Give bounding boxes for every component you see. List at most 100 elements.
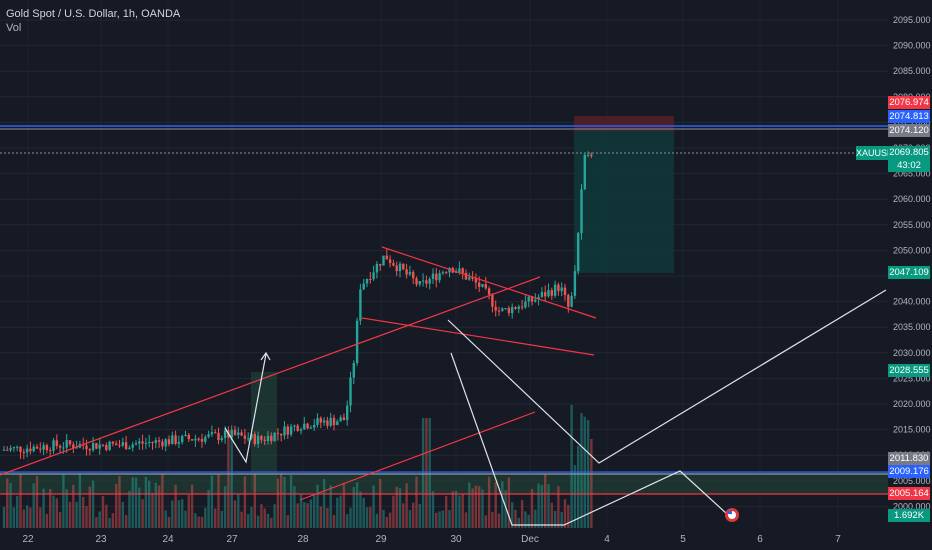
y-tick-label: 2020.000 <box>893 399 931 409</box>
volume-bar <box>286 515 289 528</box>
volume-bar <box>458 495 461 528</box>
candle-body <box>65 440 68 448</box>
green-level-tag: 2028.555 <box>888 364 930 377</box>
wedge-top <box>381 246 597 319</box>
y-tick-label: 2095.000 <box>893 15 931 25</box>
volume-bar <box>491 511 494 528</box>
volume-bar <box>438 511 441 528</box>
candle-body <box>402 263 405 270</box>
volume-bar <box>372 485 375 528</box>
volume-tag: 1.692K <box>888 509 930 522</box>
volume-bar <box>19 474 22 528</box>
volume-bar <box>273 504 276 528</box>
volume-bar <box>375 513 379 528</box>
candle-body <box>95 443 98 449</box>
volume-bar <box>431 491 435 528</box>
candle-body <box>16 446 19 448</box>
volume-bar <box>487 476 491 528</box>
volume-bar <box>309 499 313 528</box>
candle-body <box>530 296 534 302</box>
volume-bar <box>85 506 88 528</box>
candle-body <box>293 425 296 427</box>
candle-body <box>359 289 362 321</box>
candle-body <box>484 284 487 289</box>
candle-body <box>49 450 52 452</box>
volume-bar <box>428 418 431 528</box>
candle-body <box>128 447 131 450</box>
candle-body <box>98 444 101 449</box>
volume-bar <box>98 511 101 528</box>
candle-body <box>154 440 157 443</box>
candle-body <box>164 439 167 447</box>
candle-body <box>124 442 128 450</box>
volume-bar <box>415 476 418 528</box>
candle-body <box>250 434 253 439</box>
candle-body <box>161 441 164 447</box>
candle-body <box>431 273 435 279</box>
x-tick-label: 7 <box>835 534 841 545</box>
candle-body <box>547 290 550 297</box>
candle-body <box>372 272 375 280</box>
volume-label: Vol <box>6 22 22 34</box>
volume-bar <box>514 509 517 528</box>
volume-bar <box>88 486 91 528</box>
candle-body <box>464 272 468 280</box>
volume-bar <box>293 486 296 528</box>
candle-body <box>19 446 22 452</box>
volume-bar <box>167 517 171 528</box>
y-tick-label: 2035.000 <box>893 322 931 332</box>
volume-bar <box>49 488 52 528</box>
candle-body <box>190 439 194 441</box>
volume-bar <box>520 499 524 528</box>
volume-bar <box>481 489 484 528</box>
volume-bar <box>250 507 253 528</box>
candle-body <box>32 446 35 452</box>
candle-body <box>134 443 138 445</box>
volume-bar <box>537 483 540 528</box>
volume-bar <box>260 504 263 528</box>
candle-body <box>52 440 55 451</box>
volume-bar <box>468 482 471 528</box>
candle-body <box>471 277 474 279</box>
candle-body <box>487 288 491 295</box>
candle-body <box>138 441 141 444</box>
volume-bar <box>256 515 260 528</box>
volume-bar <box>164 510 167 528</box>
volume-bar <box>55 498 58 528</box>
candle-body <box>511 307 514 314</box>
projection-path <box>447 289 887 464</box>
candle-body <box>481 284 484 287</box>
candle-body <box>237 432 240 435</box>
volume-bar <box>322 479 326 528</box>
y-tick-label: 2055.000 <box>893 220 931 230</box>
volume-bar <box>441 510 445 528</box>
us-flag-event[interactable] <box>725 508 739 522</box>
x-tick-label: 30 <box>450 534 462 545</box>
candle-body <box>491 294 494 307</box>
volume-bar <box>171 500 174 528</box>
candle-body <box>365 278 369 284</box>
volume-bar <box>534 509 537 528</box>
volume-bar <box>184 510 187 528</box>
candle-body <box>388 259 392 264</box>
volume-bar <box>42 488 45 528</box>
candle-body <box>105 445 108 450</box>
candle-body <box>342 417 346 421</box>
candle-body <box>550 290 553 296</box>
candle-body <box>553 284 557 296</box>
last-price-tag: 2069.805 <box>888 146 930 159</box>
candle-body <box>520 306 524 308</box>
candle-body <box>583 154 586 190</box>
y-tick-label: 2025.000 <box>893 373 931 383</box>
candle-body <box>544 292 547 297</box>
candle-body <box>306 423 309 429</box>
volume-bar <box>75 501 78 528</box>
candle-body <box>478 282 481 287</box>
volume-bar <box>138 487 141 528</box>
volume-bar <box>270 517 273 528</box>
candle-body <box>276 432 280 434</box>
candle-body <box>577 233 580 272</box>
candle-body <box>428 278 431 284</box>
candle-body <box>586 154 590 156</box>
